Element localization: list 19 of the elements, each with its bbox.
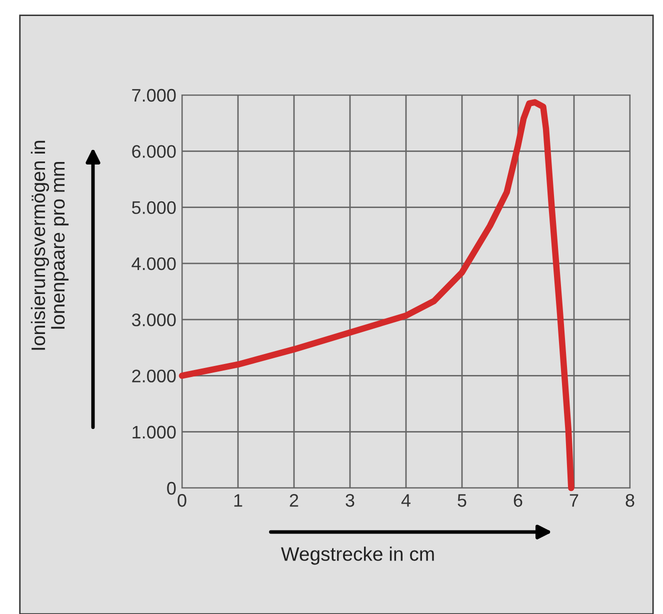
x-tick-label: 3 bbox=[346, 494, 354, 507]
x-tick-label: 5 bbox=[458, 494, 466, 507]
x-tick-label: 0 bbox=[178, 494, 186, 507]
x-tick-label: 1 bbox=[234, 494, 242, 507]
x-tick-label: 7 bbox=[570, 494, 578, 507]
y-tick-label: 6.000 bbox=[132, 145, 176, 158]
x-tick-label: 2 bbox=[290, 494, 298, 507]
x-tick-label: 4 bbox=[401, 494, 410, 507]
y-axis-title: Ionisierungsvermögen in Ionenpaare pro mm bbox=[30, 140, 69, 350]
x-tick-label: 6 bbox=[514, 494, 522, 507]
y-tick-label: 3.000 bbox=[132, 314, 176, 326]
y-tick-label: 5.000 bbox=[132, 201, 176, 214]
y-tick-label: 1.000 bbox=[132, 426, 176, 439]
y-tick-label: 2.000 bbox=[132, 370, 176, 382]
y-tick-label: 0 bbox=[167, 482, 176, 495]
y-tick-label: 7.000 bbox=[132, 88, 176, 102]
x-tick-label: 8 bbox=[626, 494, 634, 507]
x-axis-title: Wegstrecke in cm bbox=[281, 546, 434, 565]
y-tick-label: 4.000 bbox=[132, 257, 176, 270]
